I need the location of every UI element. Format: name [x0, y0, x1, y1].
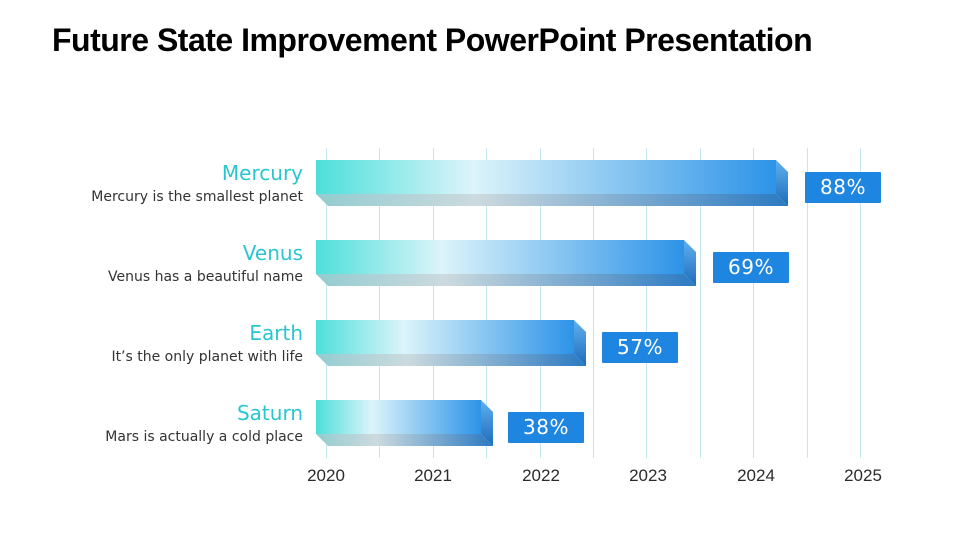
page-title: Future State Improvement PowerPoint Pres…	[52, 22, 813, 58]
value-badge-saturn: 38%	[508, 412, 584, 443]
x-axis-tick-2023: 2023	[629, 466, 667, 485]
gridline	[860, 148, 861, 458]
gridline	[486, 148, 488, 458]
description-saturn: Mars is actually a cold place	[105, 429, 303, 445]
category-label-mercury: Mercury	[221, 161, 303, 185]
x-axis-tick-2021: 2021	[414, 466, 452, 485]
description-earth: It’s the only planet with life	[111, 349, 303, 365]
bar-mercury	[316, 160, 788, 206]
gridline	[806, 148, 808, 458]
gridline	[753, 148, 755, 458]
gridline	[379, 148, 381, 458]
description-venus: Venus has a beautiful name	[108, 269, 303, 285]
gridline	[593, 148, 594, 458]
x-axis-tick-2022: 2022	[522, 466, 560, 485]
category-label-saturn: Saturn	[236, 401, 303, 425]
description-mercury: Mercury is the smallest planet	[91, 189, 303, 205]
gridline	[646, 148, 648, 458]
gridline	[326, 148, 327, 458]
bar-earth	[316, 320, 586, 366]
x-axis-tick-2020: 2020	[307, 466, 345, 485]
value-badge-mercury: 88%	[805, 172, 881, 203]
x-axis-tick-2024: 2024	[737, 466, 775, 485]
chart-gridlines	[326, 148, 861, 458]
bar-saturn	[316, 400, 493, 446]
gridline	[539, 148, 541, 458]
value-badge-venus: 69%	[713, 252, 789, 283]
x-axis-tick-2025: 2025	[844, 466, 882, 485]
category-label-earth: Earth	[249, 321, 303, 345]
gridline	[699, 148, 701, 458]
value-badge-earth: 57%	[602, 332, 678, 363]
category-label-venus: Venus	[242, 241, 303, 265]
gridline	[432, 148, 434, 458]
bar-venus	[316, 240, 696, 286]
